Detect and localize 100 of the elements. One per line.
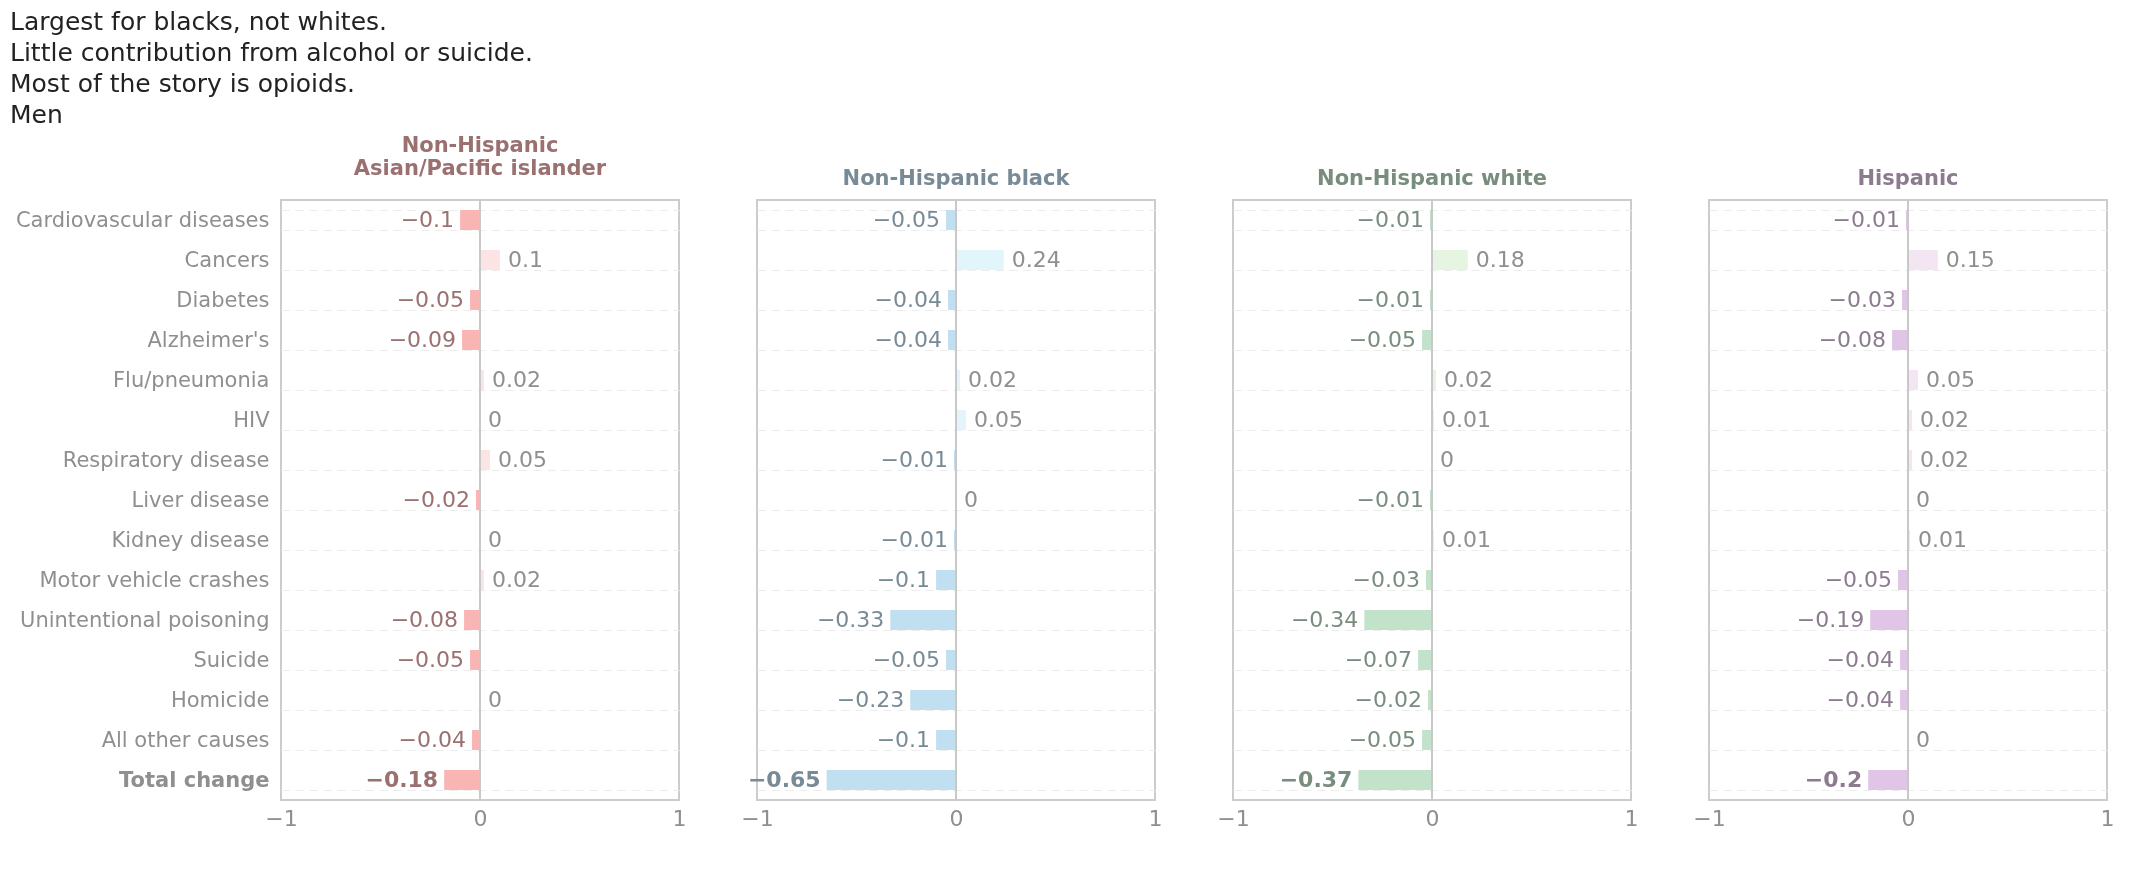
bar xyxy=(910,690,956,710)
bar xyxy=(936,730,956,750)
chart-title: Hispanic xyxy=(1857,166,1959,190)
data-label: 0.02 xyxy=(967,367,1017,392)
data-label: −0.23 xyxy=(836,687,905,712)
bar xyxy=(890,610,956,630)
x-tick-label: 1 xyxy=(672,805,687,831)
bar xyxy=(956,410,966,430)
data-label: −0.08 xyxy=(390,607,459,632)
text: Little contribution from alcohol or suicide. xyxy=(10,37,534,68)
data-label: −0.03 xyxy=(1352,567,1421,592)
data-label: −0.19 xyxy=(1796,607,1865,632)
x-tick-label: 0 xyxy=(1901,805,1916,831)
data-label: −0.01 xyxy=(1356,207,1425,232)
bar xyxy=(470,650,480,670)
data-label: −0.02 xyxy=(1354,687,1423,712)
data-label: −0.04 xyxy=(874,327,943,352)
data-label: −0.01 xyxy=(880,447,949,472)
data-label: −0.1 xyxy=(876,567,931,592)
x-tick-label: −1 xyxy=(741,805,774,831)
y-tick-label: Suicide xyxy=(193,647,270,672)
data-label: −0.04 xyxy=(1826,647,1895,672)
data-label: −0.65 xyxy=(747,767,821,792)
bar xyxy=(470,290,480,310)
bar xyxy=(826,770,956,790)
x-tick-label: −1 xyxy=(1693,805,1726,831)
data-label: 0 xyxy=(488,407,502,432)
bar xyxy=(480,250,500,270)
bar xyxy=(936,570,956,590)
bar xyxy=(956,250,1004,270)
data-label: −0.01 xyxy=(1356,287,1425,312)
data-label: 0.02 xyxy=(1919,447,1969,472)
bar xyxy=(460,210,480,230)
y-tick-label: Diabetes xyxy=(176,287,270,312)
y-tick-label: Liver disease xyxy=(131,487,270,512)
data-label: 0.18 xyxy=(1475,247,1525,272)
data-label: −0.34 xyxy=(1290,607,1359,632)
data-label: 0.05 xyxy=(973,407,1023,432)
data-label: −0.04 xyxy=(398,727,467,752)
bar xyxy=(1870,610,1908,630)
text: Most of the story is opioids. xyxy=(10,68,356,99)
bar xyxy=(1892,330,1908,350)
x-tick-label: 1 xyxy=(1624,805,1639,831)
data-label: 0 xyxy=(964,487,978,512)
y-tick-label: Kidney disease xyxy=(111,527,270,552)
bar xyxy=(464,610,480,630)
chart-title: Non-Hispanic Asian/Pacific islander xyxy=(353,133,607,180)
x-tick-label: −1 xyxy=(1217,805,1250,831)
data-label: −0.2 xyxy=(1804,767,1863,792)
bar xyxy=(444,770,480,790)
data-label: −0.33 xyxy=(816,607,885,632)
data-label: −0.05 xyxy=(872,647,941,672)
y-tick-label: Respiratory disease xyxy=(62,447,270,472)
data-label: 0 xyxy=(488,687,502,712)
data-label: 0.01 xyxy=(1917,527,1967,552)
y-tick-label: Flu/pneumonia xyxy=(113,367,270,392)
data-label: 0.02 xyxy=(491,367,541,392)
bar xyxy=(946,210,956,230)
data-label: 0.15 xyxy=(1945,247,1995,272)
x-tick-label: −1 xyxy=(265,805,298,831)
data-label: −0.37 xyxy=(1279,767,1353,792)
data-label: −0.02 xyxy=(402,487,471,512)
data-label: 0.05 xyxy=(497,447,547,472)
data-label: 0.24 xyxy=(1011,247,1061,272)
data-label: −0.05 xyxy=(1348,727,1417,752)
bar xyxy=(1422,330,1432,350)
y-tick-label: Motor vehicle crashes xyxy=(39,567,270,592)
data-label: −0.05 xyxy=(396,287,465,312)
x-tick-label: 0 xyxy=(473,805,488,831)
data-label: 0.02 xyxy=(1443,367,1493,392)
y-tick-label: HIV xyxy=(233,407,271,432)
data-label: 0.02 xyxy=(1919,407,1969,432)
data-label: 0 xyxy=(488,527,502,552)
data-label: −0.01 xyxy=(880,527,949,552)
data-label: −0.04 xyxy=(874,287,943,312)
text: Largest for blacks, not whites. xyxy=(10,6,388,37)
y-tick-label: Homicide xyxy=(170,687,270,712)
y-tick-label: Alzheimer's xyxy=(147,327,270,352)
bar xyxy=(480,450,490,470)
x-tick-label: 0 xyxy=(949,805,964,831)
y-tick-label: Cardiovascular diseases xyxy=(15,207,270,232)
bar xyxy=(1868,770,1908,790)
data-label: −0.05 xyxy=(1824,567,1893,592)
x-tick-label: 1 xyxy=(1148,805,1163,831)
bar xyxy=(1364,610,1432,630)
x-tick-label: 0 xyxy=(1425,805,1440,831)
y-tick-label: Unintentional poisoning xyxy=(20,607,270,632)
bar xyxy=(946,650,956,670)
chart-title: Non-Hispanic black xyxy=(842,166,1071,190)
data-label: −0.18 xyxy=(365,767,439,792)
y-tick-label: Total change xyxy=(119,767,270,792)
data-label: −0.05 xyxy=(396,647,465,672)
data-label: −0.09 xyxy=(388,327,457,352)
x-tick-label: 1 xyxy=(2100,805,2115,831)
data-label: −0.1 xyxy=(400,207,455,232)
chart-title: Non-Hispanic white xyxy=(1317,166,1547,190)
data-label: −0.01 xyxy=(1356,487,1425,512)
data-label: 0.1 xyxy=(507,247,543,272)
bar xyxy=(1418,650,1432,670)
data-label: 0.05 xyxy=(1925,367,1975,392)
